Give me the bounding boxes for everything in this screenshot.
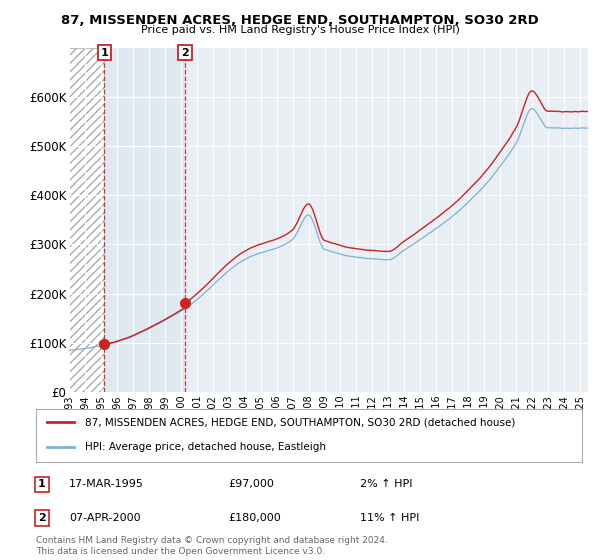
Text: 11% ↑ HPI: 11% ↑ HPI bbox=[360, 513, 419, 523]
Text: HPI: Average price, detached house, Eastleigh: HPI: Average price, detached house, East… bbox=[85, 442, 326, 452]
Text: 1: 1 bbox=[100, 48, 108, 58]
Text: 87, MISSENDEN ACRES, HEDGE END, SOUTHAMPTON, SO30 2RD: 87, MISSENDEN ACRES, HEDGE END, SOUTHAMP… bbox=[61, 14, 539, 27]
Text: 2: 2 bbox=[38, 513, 46, 523]
Text: 2% ↑ HPI: 2% ↑ HPI bbox=[360, 479, 413, 489]
Text: 1: 1 bbox=[38, 479, 46, 489]
Text: 87, MISSENDEN ACRES, HEDGE END, SOUTHAMPTON, SO30 2RD (detached house): 87, MISSENDEN ACRES, HEDGE END, SOUTHAMP… bbox=[85, 417, 515, 427]
Text: 07-APR-2000: 07-APR-2000 bbox=[69, 513, 140, 523]
Text: 17-MAR-1995: 17-MAR-1995 bbox=[69, 479, 144, 489]
Bar bbox=[69, 48, 104, 392]
Text: Price paid vs. HM Land Registry's House Price Index (HPI): Price paid vs. HM Land Registry's House … bbox=[140, 25, 460, 35]
Text: Contains HM Land Registry data © Crown copyright and database right 2024.
This d: Contains HM Land Registry data © Crown c… bbox=[36, 536, 388, 556]
Text: 2: 2 bbox=[181, 48, 189, 58]
Text: £180,000: £180,000 bbox=[228, 513, 281, 523]
Bar bbox=[104, 48, 185, 392]
Text: £97,000: £97,000 bbox=[228, 479, 274, 489]
